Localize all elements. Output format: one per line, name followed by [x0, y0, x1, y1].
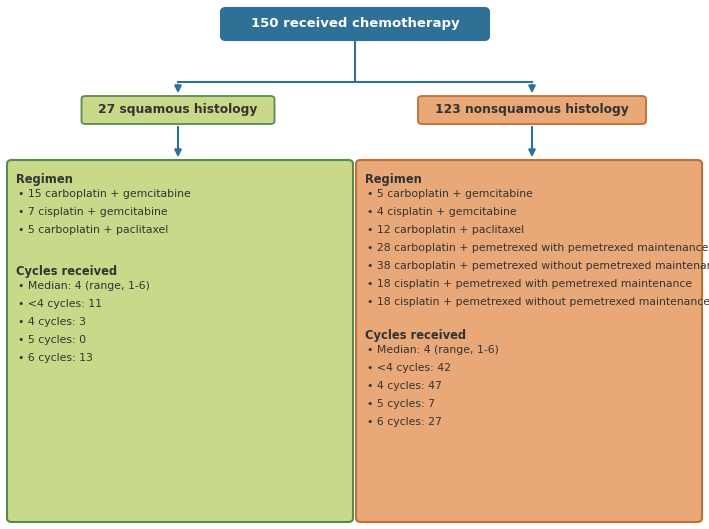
Text: • <4 cycles: 42: • <4 cycles: 42 — [367, 363, 451, 373]
Text: 27 squamous histology: 27 squamous histology — [99, 104, 257, 116]
FancyBboxPatch shape — [7, 160, 353, 522]
Text: • 5 cycles: 0: • 5 cycles: 0 — [18, 335, 86, 345]
Text: • 18 cisplatin + pemetrexed without pemetrexed maintenance: • 18 cisplatin + pemetrexed without peme… — [367, 297, 709, 307]
Text: • 4 cycles: 47: • 4 cycles: 47 — [367, 381, 442, 391]
FancyBboxPatch shape — [356, 160, 702, 522]
Text: • 5 carboplatin + paclitaxel: • 5 carboplatin + paclitaxel — [18, 225, 168, 235]
Text: • 28 carboplatin + pemetrexed with pemetrexed maintenance: • 28 carboplatin + pemetrexed with pemet… — [367, 243, 708, 253]
FancyBboxPatch shape — [82, 96, 274, 124]
Text: Cycles received: Cycles received — [365, 329, 466, 342]
Text: • 6 cycles: 27: • 6 cycles: 27 — [367, 417, 442, 427]
Text: • 18 cisplatin + pemetrexed with pemetrexed maintenance: • 18 cisplatin + pemetrexed with pemetre… — [367, 279, 692, 289]
Text: Regimen: Regimen — [16, 173, 73, 186]
Text: 123 nonsquamous histology: 123 nonsquamous histology — [435, 104, 629, 116]
Text: • Median: 4 (range, 1-6): • Median: 4 (range, 1-6) — [367, 345, 499, 355]
FancyBboxPatch shape — [221, 8, 489, 40]
Text: • 6 cycles: 13: • 6 cycles: 13 — [18, 353, 93, 363]
Text: • 15 carboplatin + gemcitabine: • 15 carboplatin + gemcitabine — [18, 189, 191, 199]
Text: Regimen: Regimen — [365, 173, 422, 186]
Text: • 7 cisplatin + gemcitabine: • 7 cisplatin + gemcitabine — [18, 207, 167, 217]
Text: Cycles received: Cycles received — [16, 265, 117, 278]
Text: 150 received chemotherapy: 150 received chemotherapy — [251, 17, 459, 31]
Text: • 4 cisplatin + gemcitabine: • 4 cisplatin + gemcitabine — [367, 207, 517, 217]
Text: • 4 cycles: 3: • 4 cycles: 3 — [18, 317, 86, 327]
FancyBboxPatch shape — [418, 96, 646, 124]
Text: • 5 cycles: 7: • 5 cycles: 7 — [367, 399, 435, 409]
Text: • 5 carboplatin + gemcitabine: • 5 carboplatin + gemcitabine — [367, 189, 533, 199]
Text: • <4 cycles: 11: • <4 cycles: 11 — [18, 299, 102, 309]
Text: • 38 carboplatin + pemetrexed without pemetrexed maintenance: • 38 carboplatin + pemetrexed without pe… — [367, 261, 709, 271]
Text: • Median: 4 (range, 1-6): • Median: 4 (range, 1-6) — [18, 281, 150, 291]
Text: • 12 carboplatin + paclitaxel: • 12 carboplatin + paclitaxel — [367, 225, 524, 235]
